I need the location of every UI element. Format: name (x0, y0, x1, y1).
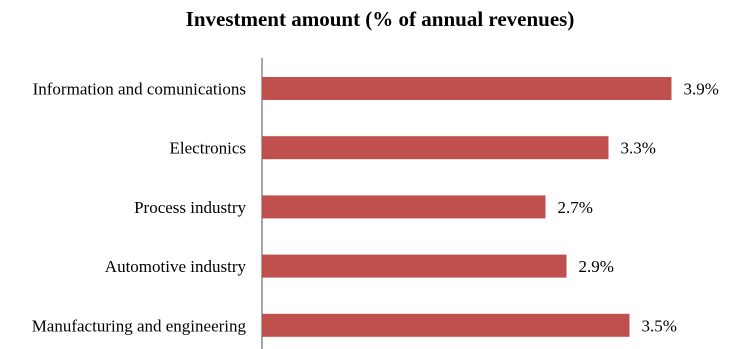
data-label: 3.5% (642, 316, 677, 335)
data-label: 2.9% (579, 257, 614, 276)
category-label: Automotive industry (105, 257, 247, 276)
bar (262, 77, 672, 100)
bar (262, 313, 630, 337)
data-label: 3.9% (684, 80, 719, 99)
data-label: 3.3% (621, 139, 656, 158)
category-labels-group: Information and comunications Electronics… (32, 80, 247, 336)
category-label: Manufacturing and engineering (32, 316, 247, 335)
value-labels-group: 3.9% 3.3% 2.7% 2.9% 3.5% (558, 80, 719, 336)
category-label: Information and comunications (33, 80, 246, 99)
bar (262, 254, 567, 278)
bar (262, 195, 546, 219)
data-label: 2.7% (558, 198, 593, 217)
bar (262, 136, 609, 160)
chart-title: Investment amount (% of annual revenues) (186, 7, 575, 31)
category-label: Electronics (170, 139, 246, 158)
bars-group (262, 77, 672, 337)
category-label: Process industry (134, 198, 246, 217)
